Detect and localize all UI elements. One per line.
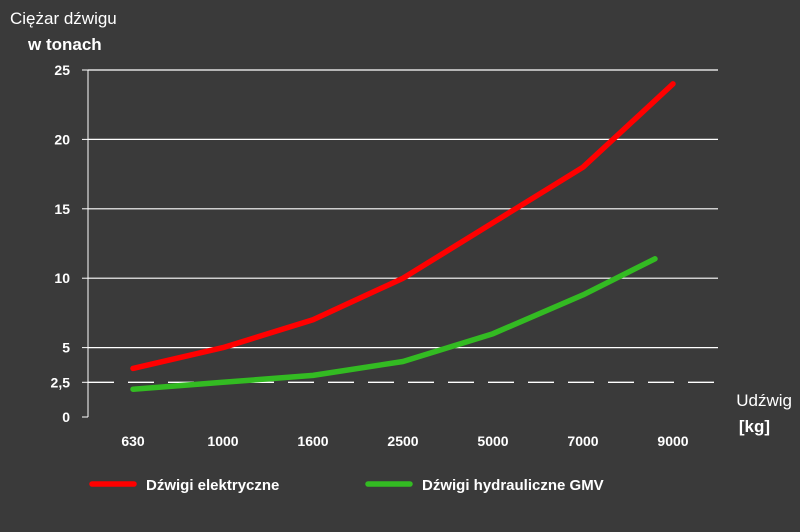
x-tick-label: 9000 (657, 433, 688, 449)
x-axis-title-line2: [kg] (738, 417, 770, 436)
y-tick-label: 20 (54, 131, 70, 147)
x-tick-label: 1000 (207, 433, 238, 449)
x-tick-label: 1600 (297, 433, 328, 449)
y-tick-label: 10 (54, 270, 70, 286)
y-tick-label: 25 (54, 62, 70, 78)
y-axis-title-line1: Ciężar dźwigu (10, 9, 117, 28)
y-tick-label: 0 (62, 409, 70, 425)
legend-label-1: Dźwigi elektryczne (146, 477, 279, 494)
x-tick-label: 2500 (387, 433, 418, 449)
y-tick-label: 5 (62, 340, 70, 356)
y-axis-title: Ciężar dźwigu w tonach (10, 6, 117, 58)
x-axis-title-line1: Udźwig (736, 391, 792, 410)
x-tick-label: 5000 (477, 433, 508, 449)
x-axis-title: Udźwig [kg] (736, 388, 792, 440)
x-tick-label: 7000 (567, 433, 598, 449)
y-tick-label: 15 (54, 201, 70, 217)
x-tick-label: 630 (121, 433, 145, 449)
y-axis-title-line2: w tonach (28, 35, 102, 54)
legend-label-2: Dźwigi hydrauliczne GMV (422, 477, 604, 494)
series-line-1 (130, 81, 676, 372)
series-line-2 (130, 256, 658, 392)
y-tick-label: 2,5 (51, 374, 71, 390)
